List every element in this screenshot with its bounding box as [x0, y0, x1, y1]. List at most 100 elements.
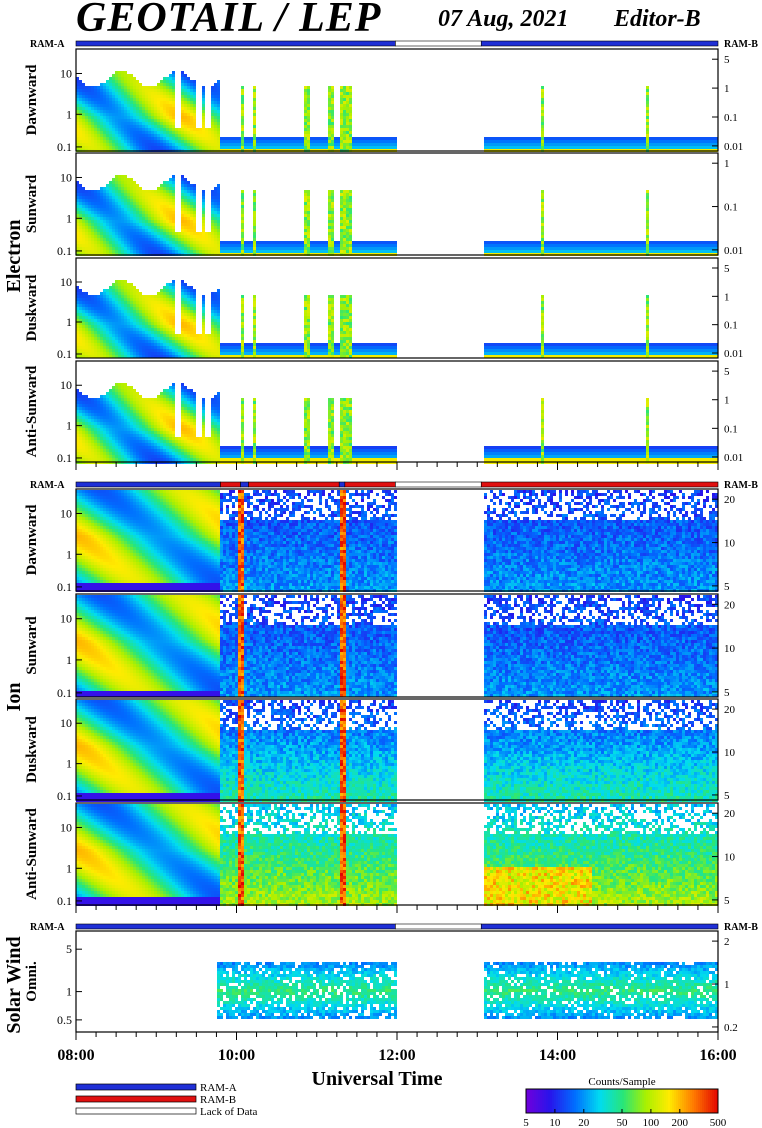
- colorbar-tick-label: 50: [617, 1117, 629, 1128]
- left-tick-label: 1: [66, 985, 72, 999]
- colorbar-cell: [632, 1089, 634, 1113]
- colorbar-cell: [536, 1089, 538, 1113]
- left-tick-label: 0.1: [57, 347, 72, 361]
- ram-b-label: RAM-B: [724, 39, 758, 50]
- colorbar-cell: [574, 1089, 576, 1113]
- colorbar-cell: [618, 1089, 620, 1113]
- colorbar-cell: [648, 1089, 650, 1113]
- ram-bar-segment: [241, 482, 249, 487]
- x-tick-label: 14:00: [539, 1047, 576, 1064]
- colorbar-cell: [668, 1089, 670, 1113]
- right-tick-label: 10: [724, 538, 736, 550]
- right-tick-label: 20: [724, 704, 736, 716]
- colorbar-cell: [684, 1089, 686, 1113]
- colorbar-cell: [694, 1089, 696, 1113]
- ram-bar-segment: [481, 482, 718, 487]
- left-tick-label: 10: [60, 506, 72, 520]
- colorbar-cell: [542, 1089, 544, 1113]
- colorbar-cell: [672, 1089, 674, 1113]
- right-tick-label: 0.01: [724, 348, 743, 360]
- colorbar-cell: [692, 1089, 694, 1113]
- right-tick-label: 20: [724, 808, 736, 820]
- right-tick-label: 1: [724, 158, 730, 170]
- left-tick-label: 0.1: [57, 244, 72, 258]
- legend-ram-a-swatch: [76, 1084, 196, 1090]
- x-tick-label: 12:00: [378, 1047, 415, 1064]
- right-tick-label: 5: [724, 54, 730, 66]
- right-tick-label: 1: [724, 291, 730, 303]
- panel-label: Duskward: [24, 274, 40, 341]
- colorbar-tick-label: 20: [578, 1117, 590, 1128]
- left-tick-label: 0.1: [57, 894, 72, 908]
- right-tick-label: 10: [724, 747, 736, 759]
- colorbar-cell: [556, 1089, 558, 1113]
- colorbar-cell: [612, 1089, 614, 1113]
- colorbar-cell: [690, 1089, 692, 1113]
- colorbar-cell: [652, 1089, 654, 1113]
- spectrogram-panel-ion-2: [76, 595, 718, 697]
- colorbar-cell: [712, 1089, 714, 1113]
- colorbar-cell: [576, 1089, 578, 1113]
- legend-ram-b-label: RAM-B: [200, 1094, 236, 1106]
- colorbar-cell: [544, 1089, 546, 1113]
- group-label: Solar Wind: [3, 936, 25, 1033]
- colorbar-cell: [552, 1089, 554, 1113]
- panel-label: Anti-Sunward: [24, 808, 40, 900]
- colorbar-cell: [634, 1089, 636, 1113]
- panel-label: Omni.: [24, 961, 40, 1002]
- colorbar-cell: [566, 1089, 568, 1113]
- colorbar-cell: [666, 1089, 668, 1113]
- right-tick-label: 1: [724, 83, 730, 95]
- ram-a-label: RAM-A: [30, 480, 65, 491]
- colorbar-cell: [700, 1089, 702, 1113]
- colorbar-cell: [604, 1089, 606, 1113]
- left-tick-label: 0.1: [57, 140, 72, 154]
- colorbar-cell: [698, 1089, 700, 1113]
- colorbar-cell: [710, 1089, 712, 1113]
- spectrogram-panel-solar-wind-1: [217, 962, 718, 1019]
- colorbar-cell: [546, 1089, 548, 1113]
- right-tick-label: 5: [724, 687, 730, 699]
- left-tick-label: 10: [60, 170, 72, 184]
- colorbar-cell: [528, 1089, 530, 1113]
- colorbar-cell: [580, 1089, 582, 1113]
- ram-bar-segment: [76, 924, 395, 929]
- right-tick-label: 0.01: [724, 452, 743, 464]
- colorbar-cell: [540, 1089, 542, 1113]
- panel-label: Sunward: [24, 174, 40, 233]
- right-tick-label: 5: [724, 790, 730, 802]
- left-tick-label: 1: [66, 653, 72, 667]
- left-tick-label: 10: [60, 275, 72, 289]
- right-tick-label: 5: [724, 581, 730, 593]
- colorbar-cell: [614, 1089, 616, 1113]
- left-tick-label: 10: [60, 612, 72, 626]
- spectrogram-panel-electron-4: [76, 383, 718, 464]
- ram-a-label: RAM-A: [30, 922, 65, 933]
- panel-label: Dawnward: [24, 64, 40, 135]
- colorbar-cell: [628, 1089, 630, 1113]
- colorbar-cell: [686, 1089, 688, 1113]
- colorbar-cell: [714, 1089, 716, 1113]
- left-tick-label: 1: [66, 419, 72, 433]
- colorbar-cell: [584, 1089, 586, 1113]
- spectrogram-panel-ion-3: [76, 700, 718, 802]
- spectrogram-panel-electron-3: [76, 280, 718, 358]
- colorbar-cell: [532, 1089, 534, 1113]
- x-tick-label: 10:00: [218, 1047, 255, 1064]
- legend-ram-a-label: RAM-A: [200, 1082, 237, 1094]
- colorbar-cell: [636, 1089, 638, 1113]
- colorbar-cell: [600, 1089, 602, 1113]
- colorbar-cell: [654, 1089, 656, 1113]
- left-tick-label: 1: [66, 757, 72, 771]
- left-tick-label: 0.1: [57, 789, 72, 803]
- spectrogram-panel-electron-1: [76, 71, 718, 152]
- colorbar-cell: [560, 1089, 562, 1113]
- colorbar-cell: [696, 1089, 698, 1113]
- ram-b-label: RAM-B: [724, 922, 758, 933]
- right-tick-label: 10: [724, 852, 736, 864]
- right-tick-label: 0.1: [724, 112, 738, 124]
- left-tick-label: 1: [66, 107, 72, 121]
- group-label: Electron: [3, 220, 25, 293]
